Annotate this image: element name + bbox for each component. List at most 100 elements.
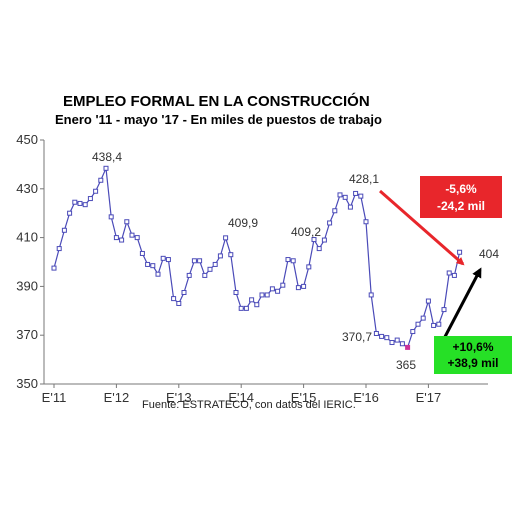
data-point	[363, 219, 369, 225]
annotation-peak-2013: 409,9	[228, 216, 258, 230]
data-point	[457, 249, 463, 255]
data-point	[441, 307, 447, 313]
data-point	[327, 220, 333, 226]
up-box-percent: +10,6%	[452, 340, 493, 354]
data-point	[290, 258, 296, 264]
data-point	[181, 290, 187, 295]
chart-source: Fuente: ESTRATECO, con datos del IERIC.	[142, 399, 356, 411]
annotations: 438,4 409,9 409,2 428,1 370,7 365 404	[92, 150, 499, 372]
data-point	[379, 333, 385, 339]
data-point	[207, 266, 213, 272]
data-point	[51, 265, 57, 271]
annotation-last-value: 404	[479, 247, 499, 261]
data-point	[186, 272, 192, 278]
data-point	[358, 193, 364, 199]
down-box-percent: -5,6%	[445, 182, 477, 196]
annotation-low-2016-min: 365	[396, 358, 416, 372]
data-point	[254, 302, 260, 308]
data-point	[108, 214, 114, 220]
data-point	[415, 321, 421, 327]
up-change-box: +10,6% +38,9 mil	[434, 336, 512, 374]
data-point	[399, 341, 405, 347]
data-point	[389, 340, 395, 346]
data-point	[160, 255, 166, 261]
x-tick-label: E'13	[166, 390, 192, 405]
data-point	[384, 335, 390, 341]
y-tick-label: 430	[16, 181, 38, 196]
data-point	[212, 261, 218, 267]
up-box-thousands: +38,9 mil	[447, 356, 498, 370]
data-point	[82, 202, 88, 208]
data-point	[306, 264, 312, 270]
data-point	[321, 237, 327, 243]
y-tick-label: 450	[16, 132, 38, 147]
data-point	[87, 196, 93, 202]
data-point	[202, 272, 208, 278]
data-point	[197, 258, 203, 264]
down-arrow	[379, 189, 465, 266]
axes	[43, 140, 488, 385]
data-point	[311, 237, 317, 243]
data-point	[113, 235, 119, 241]
data-point	[238, 305, 244, 311]
x-tick-label: E'11	[42, 390, 67, 405]
y-tick-label: 390	[16, 278, 38, 293]
data-point	[425, 298, 431, 304]
y-tick-label: 370	[16, 327, 38, 342]
data-point	[119, 237, 125, 243]
data-point	[93, 188, 99, 194]
x-tick-label: E'14	[228, 390, 254, 405]
annotation-max-2011: 438,4	[92, 150, 122, 164]
data-point	[165, 257, 171, 263]
data-point	[67, 210, 73, 216]
series-line	[53, 165, 461, 349]
data-point	[176, 300, 182, 306]
data-point	[249, 297, 255, 303]
data-point	[191, 258, 197, 264]
data-point	[337, 192, 343, 198]
data-point	[171, 296, 177, 302]
data-point	[431, 322, 437, 328]
chart-title: EMPLEO FORMAL EN LA CONSTRUCCIÓN	[63, 92, 370, 110]
chart-subtitle: Enero '11 - mayo '17 - En miles de puest…	[55, 112, 382, 127]
data-point	[405, 344, 411, 350]
data-point	[295, 285, 301, 291]
data-point	[145, 261, 151, 267]
data-point	[124, 219, 130, 225]
data-point	[420, 315, 426, 321]
data-point	[77, 200, 83, 206]
data-point	[61, 227, 67, 233]
data-point	[129, 232, 135, 238]
data-point	[301, 283, 307, 289]
y-tick-label: 410	[16, 230, 38, 245]
y-ticks: 350 370 390 410 430 450	[16, 132, 44, 391]
data-point	[394, 337, 400, 343]
annotation-peak-2015: 428,1	[349, 172, 379, 186]
data-point	[155, 271, 161, 277]
data-point	[269, 286, 275, 292]
data-point	[373, 330, 379, 336]
up-box-background	[434, 336, 512, 374]
data-point	[368, 292, 374, 298]
x-tick-label: E'17	[416, 390, 442, 405]
data-point	[233, 290, 239, 295]
data-point	[134, 235, 140, 241]
data-point	[436, 321, 442, 327]
data-point	[150, 263, 156, 269]
data-point	[217, 253, 223, 259]
data-point	[103, 165, 109, 171]
data-point	[285, 257, 291, 263]
data-point	[223, 235, 229, 241]
data-point	[243, 305, 249, 311]
data-point	[139, 250, 145, 256]
data-point	[332, 208, 338, 214]
annotation-peak-2014: 409,2	[291, 225, 321, 239]
down-box-thousands: -24,2 mil	[437, 199, 485, 213]
y-tick-label: 350	[16, 376, 38, 391]
data-point	[316, 246, 322, 252]
data-point	[410, 329, 416, 335]
annotation-low-2016-start: 370,7	[342, 330, 372, 344]
data-point	[446, 270, 452, 276]
data-point	[342, 194, 348, 200]
